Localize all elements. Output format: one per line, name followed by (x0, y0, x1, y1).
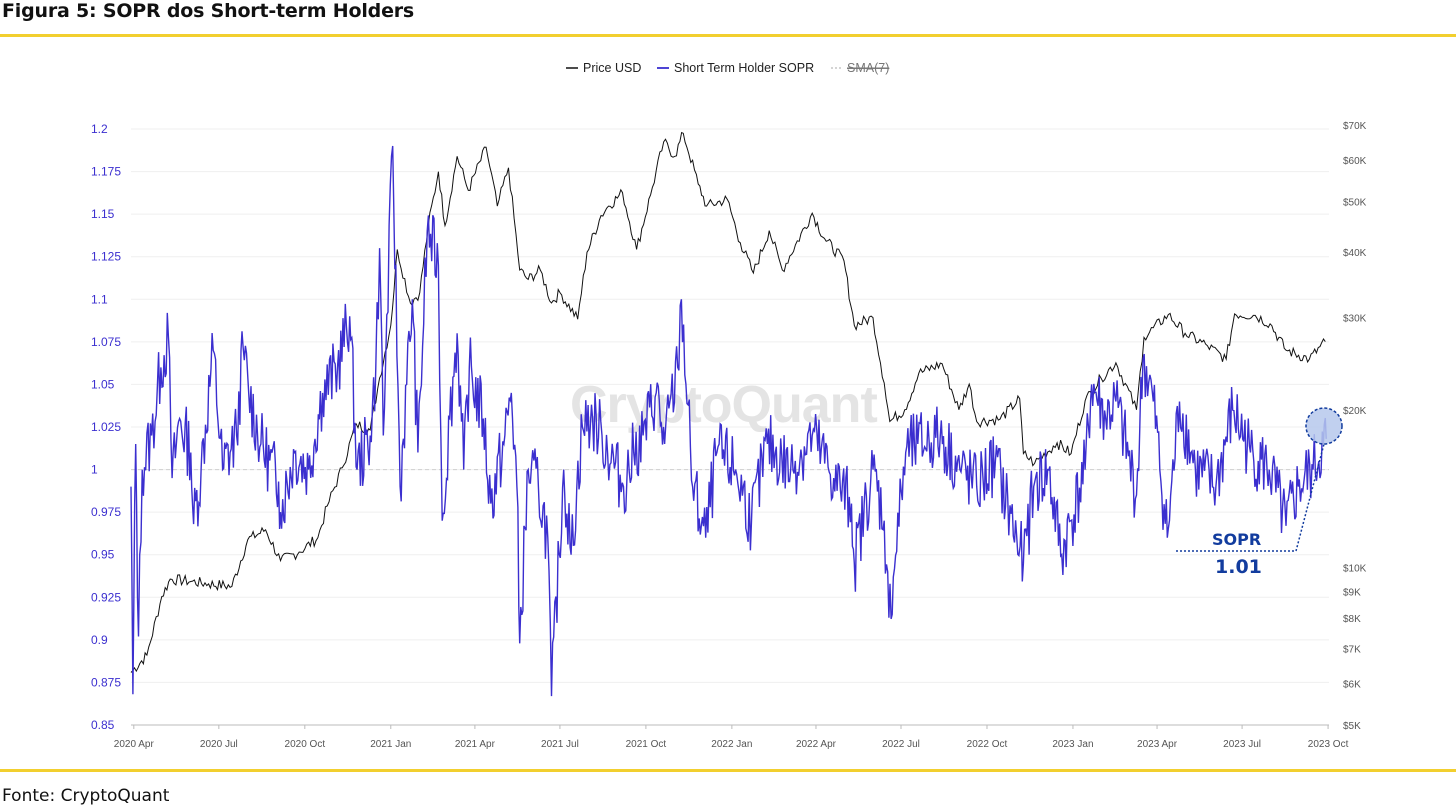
y-left-tick-label: 1.025 (91, 420, 121, 434)
annotation-label: SOPR (1212, 530, 1261, 549)
legend-item-price-usd[interactable]: Price USD (566, 61, 641, 75)
x-tick-label: 2022 Jul (882, 739, 920, 750)
sopr-annotation: SOPR 1.01 (1176, 407, 1343, 578)
x-tick-label: 2021 Jul (541, 739, 579, 750)
y-right-tick-label: $20K (1343, 406, 1367, 417)
y-right-tick-label: $40K (1343, 248, 1367, 259)
legend: Price USD Short Term Holder SOPR SMA(7) (566, 61, 889, 75)
top-divider (0, 34, 1456, 37)
x-tick-label: 2020 Apr (114, 739, 155, 750)
y-axis-right: $5K $6K $7K $8K $9K $10K $20K $30K $40K $50K $60K $… (1343, 121, 1367, 732)
legend-label: Price USD (583, 61, 641, 75)
series-price-usd (130, 131, 1326, 673)
y-left-tick-label: 0.875 (91, 675, 121, 689)
y-left-tick-label: 1.2 (91, 122, 108, 136)
x-tick-label: 2023 Oct (1308, 739, 1349, 750)
y-left-tick-label: 1.075 (91, 335, 121, 349)
annotation-value: 1.01 (1215, 556, 1262, 578)
bottom-divider (0, 769, 1456, 772)
x-tick-label: 2021 Jan (370, 739, 411, 750)
x-tick-label: 2023 Jul (1223, 739, 1261, 750)
callout-leader (1176, 443, 1325, 552)
x-tick-label: 2022 Oct (967, 739, 1008, 750)
y-right-tick-label: $60K (1343, 156, 1367, 167)
y-left-tick-label: 1 (91, 463, 98, 477)
legend-label: Short Term Holder SOPR (674, 61, 814, 75)
x-tick-label: 2021 Apr (455, 739, 496, 750)
y-right-tick-label: $5K (1343, 721, 1361, 732)
x-axis: 2020 Apr 2020 Jul 2020 Oct 2021 Jan 2021 Apr… (114, 725, 1349, 750)
y-right-tick-label: $8K (1343, 614, 1361, 625)
x-tick-label: 2022 Jan (711, 739, 752, 750)
y-right-tick-label: $70K (1343, 121, 1367, 132)
y-left-tick-label: 1.15 (91, 207, 115, 221)
figure-title: Figura 5: SOPR dos Short-term Holders (2, 0, 415, 22)
y-left-tick-label: 1.175 (91, 165, 121, 179)
source-caption: Fonte: CryptoQuant (2, 786, 170, 806)
chart: CryptoQuant 0.85 0.875 0.9 0.925 0.95 0.975 1 1… (91, 61, 1367, 750)
y-left-tick-label: 0.95 (91, 548, 115, 562)
x-tick-label: 2022 Apr (796, 739, 837, 750)
y-right-tick-label: $9K (1343, 587, 1361, 598)
x-tick-label: 2023 Apr (1137, 739, 1178, 750)
series-short-term-holder-sopr (130, 145, 1327, 697)
x-tick-label: 2020 Jul (200, 739, 238, 750)
highlight-circle (1305, 407, 1343, 445)
x-tick-label: 2020 Oct (285, 739, 326, 750)
y-right-tick-label: $10K (1343, 563, 1367, 574)
y-left-tick-label: 1.125 (91, 250, 121, 264)
legend-item-sopr[interactable]: Short Term Holder SOPR (657, 61, 814, 75)
grid-lines (131, 128, 1329, 726)
y-right-tick-label: $50K (1343, 197, 1367, 208)
y-axis-left: 0.85 0.875 0.9 0.925 0.95 0.975 1 1.025 1.05 1.07… (91, 122, 121, 732)
y-right-tick-label: $30K (1343, 314, 1367, 325)
legend-item-sma[interactable]: SMA(7) (831, 61, 889, 75)
y-left-tick-label: 0.925 (91, 590, 121, 604)
y-left-tick-label: 0.975 (91, 505, 121, 519)
x-tick-label: 2021 Oct (626, 739, 667, 750)
watermark: CryptoQuant (570, 376, 877, 434)
y-left-tick-label: 1.05 (91, 377, 115, 391)
y-left-tick-label: 0.85 (91, 718, 115, 732)
y-left-tick-label: 1.1 (91, 292, 108, 306)
y-left-tick-label: 0.9 (91, 633, 108, 647)
x-tick-label: 2023 Jan (1052, 739, 1093, 750)
y-right-tick-label: $7K (1343, 645, 1361, 656)
y-right-tick-label: $6K (1343, 680, 1361, 691)
